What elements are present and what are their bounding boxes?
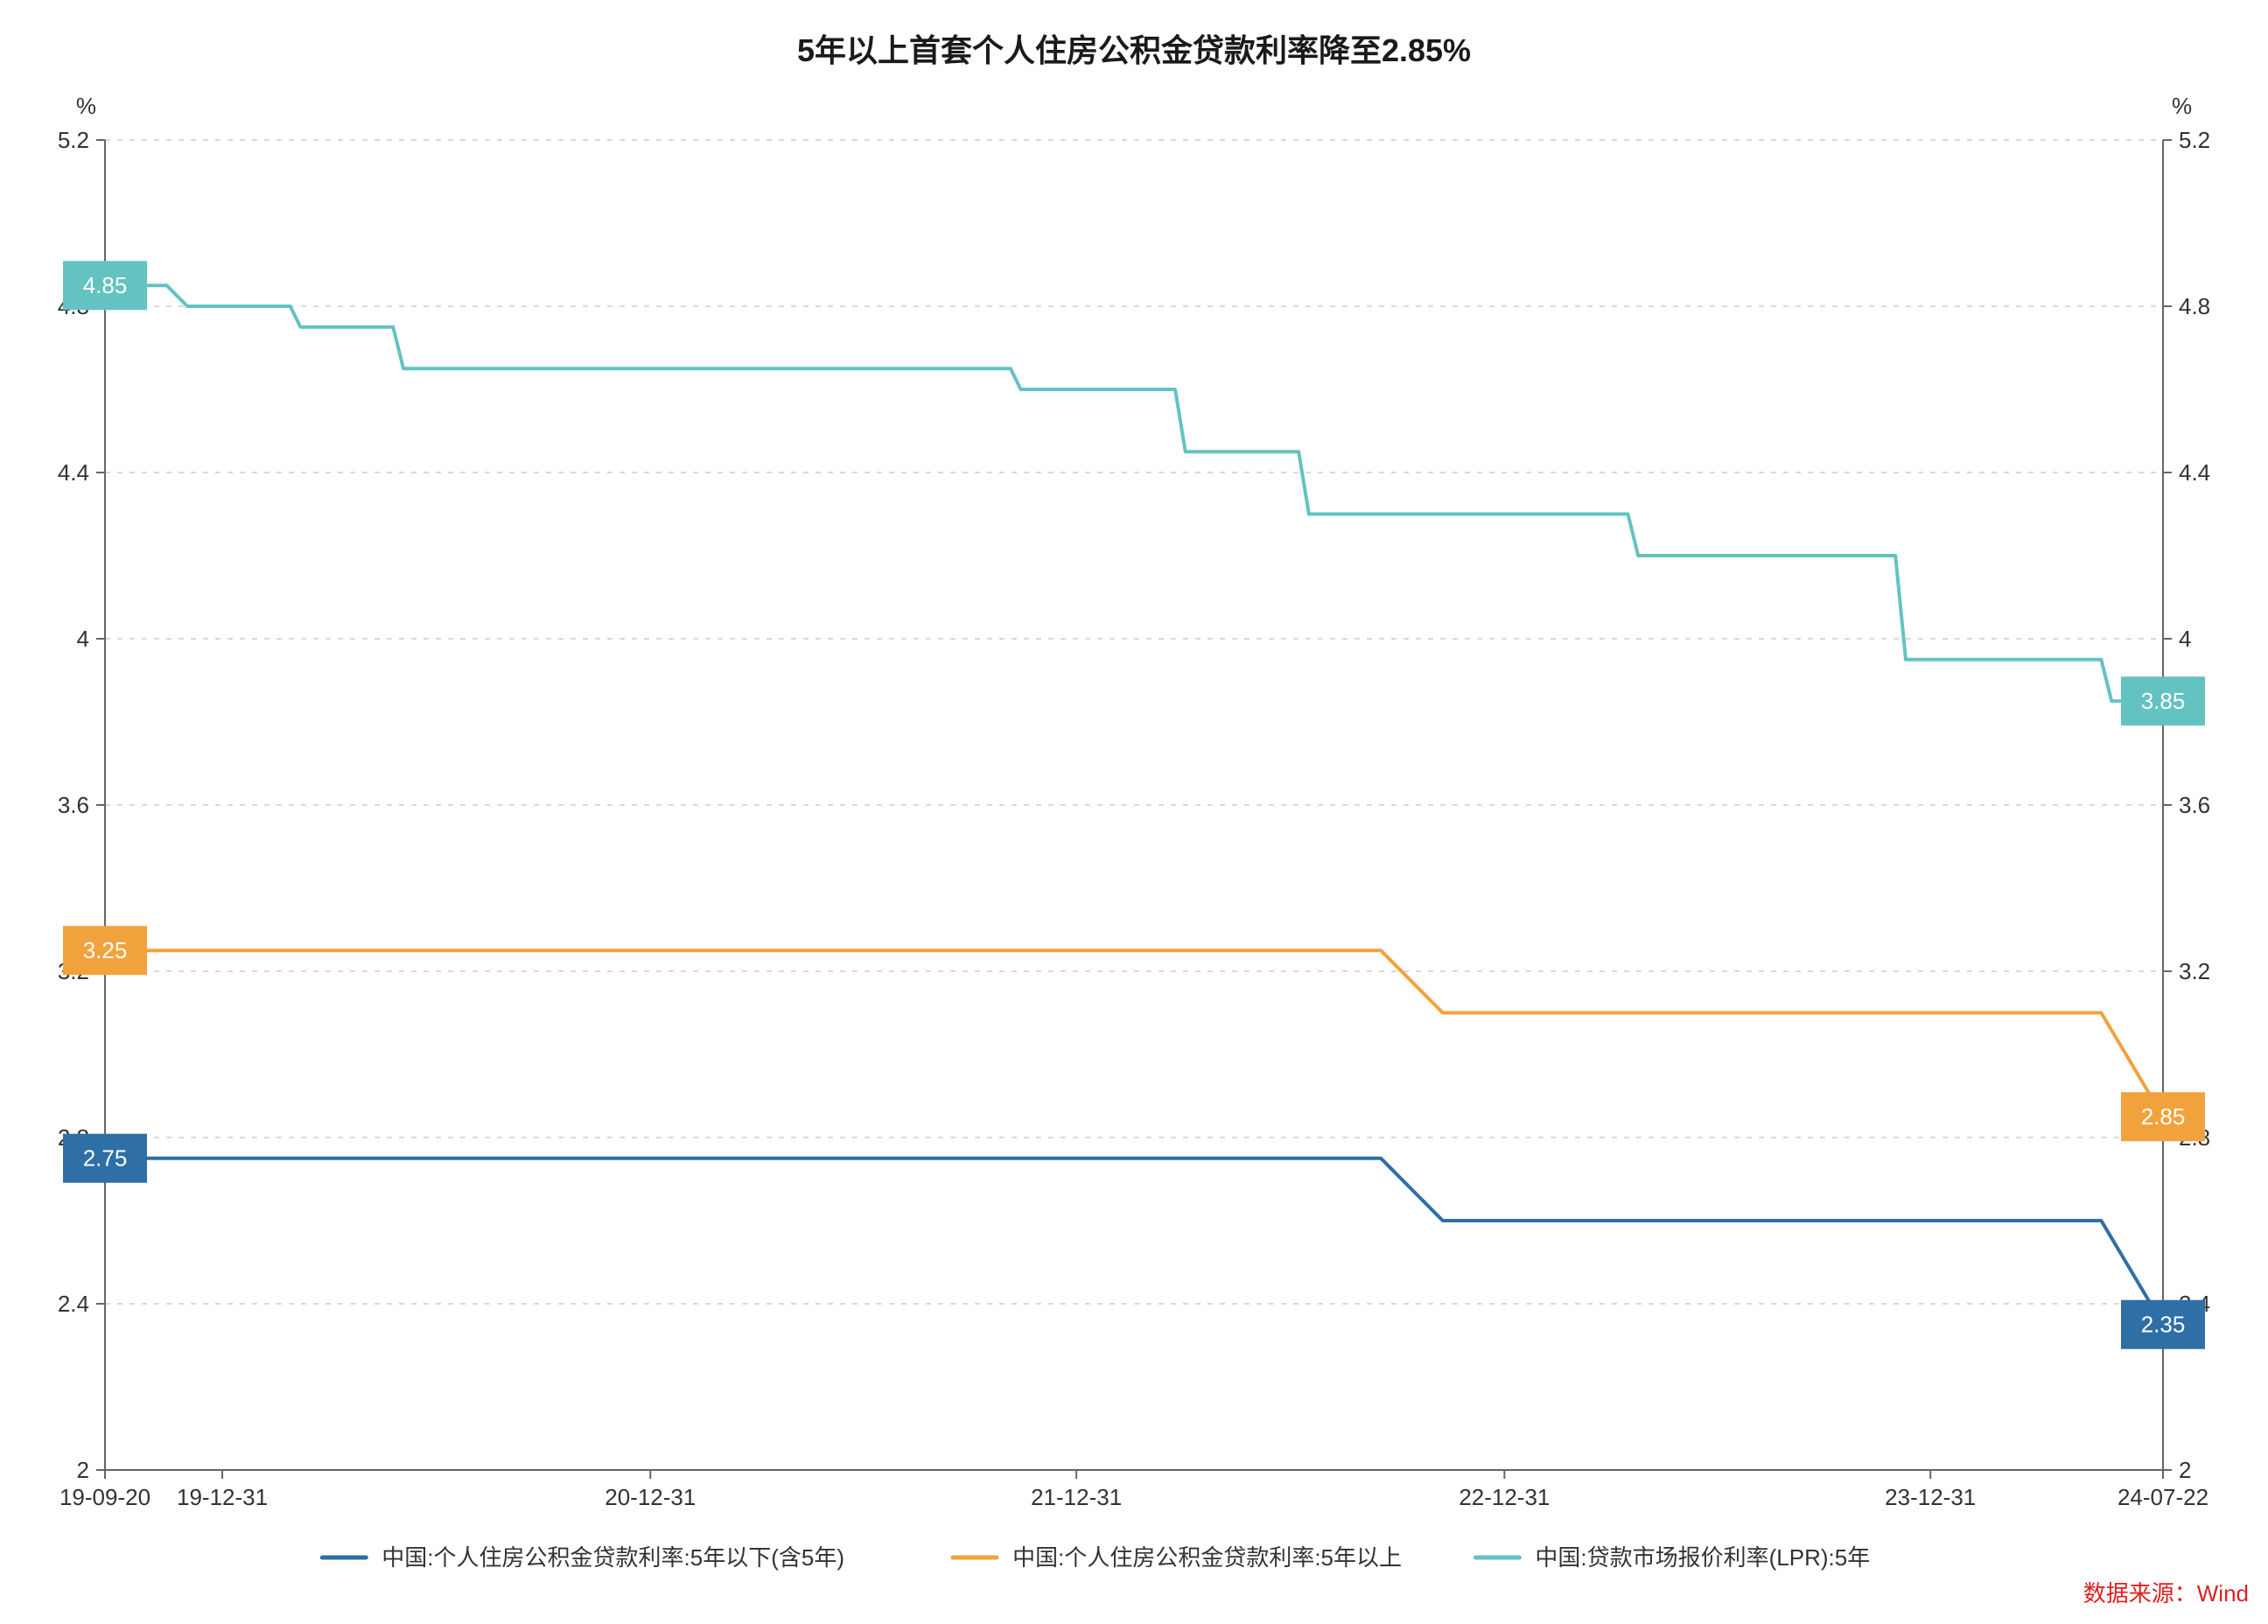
chart-title: 5年以上首套个人住房公积金贷款利率降至2.85%: [797, 32, 1471, 68]
chart-bg: [0, 0, 2268, 1624]
y-tick-left: 2: [77, 1457, 89, 1483]
x-tick-label: 24-07-22: [2118, 1484, 2208, 1510]
y-unit-left: %: [76, 93, 96, 119]
x-tick-label: 19-09-20: [60, 1484, 150, 1510]
legend-label: 中国:个人住房公积金贷款利率:5年以上: [1012, 1544, 1402, 1571]
legend-label: 中国:个人住房公积金贷款利率:5年以下(含5年): [382, 1544, 844, 1571]
y-tick-right: 4.8: [2179, 293, 2210, 319]
chart-svg: 5年以上首套个人住房公积金贷款利率降至2.85%%%222.42.42.82.8…: [0, 0, 2268, 1624]
y-tick-left: 4: [77, 626, 89, 652]
start-value-label: 3.25: [83, 937, 128, 963]
legend-label: 中国:贷款市场报价利率(LPR):5年: [1535, 1544, 1870, 1571]
chart-container: 5年以上首套个人住房公积金贷款利率降至2.85%%%222.42.42.82.8…: [0, 0, 2268, 1624]
y-tick-right: 4.4: [2179, 459, 2210, 486]
y-tick-left: 2.4: [58, 1291, 89, 1317]
x-tick-label: 19-12-31: [177, 1484, 268, 1510]
y-tick-left: 5.2: [58, 127, 89, 153]
x-tick-label: 21-12-31: [1031, 1484, 1122, 1510]
y-tick-left: 3.6: [58, 792, 89, 818]
start-value-label: 2.75: [83, 1145, 128, 1172]
x-tick-label: 22-12-31: [1459, 1484, 1550, 1510]
end-value-label: 2.85: [2141, 1103, 2186, 1130]
end-value-label: 2.35: [2141, 1312, 2186, 1338]
end-value-label: 3.85: [2141, 688, 2186, 714]
y-tick-right: 3.6: [2179, 792, 2210, 818]
y-tick-left: 4.4: [58, 459, 89, 486]
start-value-label: 4.85: [83, 272, 128, 298]
y-tick-right: 5.2: [2179, 127, 2210, 153]
y-tick-right: 2: [2179, 1457, 2191, 1483]
source-label: 数据来源：Wind: [2083, 1580, 2249, 1606]
x-tick-label: 20-12-31: [605, 1484, 696, 1510]
x-tick-label: 23-12-31: [1885, 1484, 1976, 1510]
y-tick-right: 3.2: [2179, 958, 2210, 984]
y-tick-right: 4: [2179, 626, 2191, 652]
y-unit-right: %: [2172, 93, 2192, 119]
